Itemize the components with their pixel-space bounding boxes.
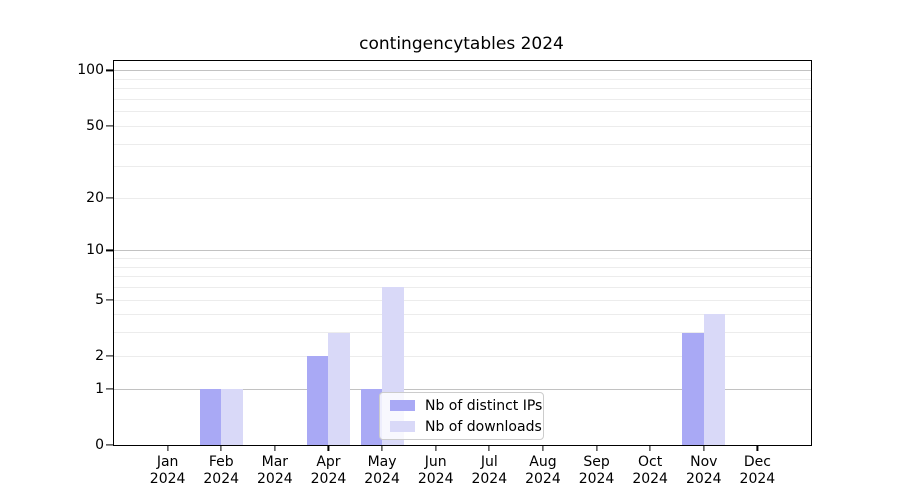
x-tick-month: Jun <box>424 454 447 470</box>
x-tick-mark <box>595 445 598 451</box>
x-tick-month: Feb <box>208 454 234 470</box>
legend-swatch-downloads <box>390 421 415 432</box>
x-tick-year: 2024 <box>632 471 668 487</box>
y-tick-label: 2 <box>95 347 104 364</box>
gridline-minor <box>114 276 811 278</box>
x-tick-label-oct: Oct 2024 <box>615 454 685 488</box>
gridline-minor <box>114 78 811 80</box>
gridline-minor <box>114 287 811 289</box>
y-tick-label: 5 <box>95 291 104 308</box>
x-tick-year: 2024 <box>471 471 508 487</box>
y-tick-label: 0 <box>95 437 104 453</box>
gridline-minor <box>114 88 811 90</box>
gridline-minor <box>114 258 811 260</box>
gridline-minor <box>114 143 811 145</box>
x-tick-mark <box>381 445 383 451</box>
x-tick-mark <box>220 445 222 451</box>
x-tick-mark <box>756 445 758 451</box>
x-tick-month: Aug <box>529 454 557 470</box>
legend-label-downloads: Nb of downloads <box>425 418 542 435</box>
y-tick-mark <box>106 355 114 357</box>
x-tick-mark <box>542 445 544 451</box>
legend-item-distinct-ips: Nb of distinct IPs <box>385 398 542 414</box>
gridline-major <box>114 250 811 252</box>
y-tick-label: 100 <box>77 62 104 79</box>
x-tick-mark <box>435 445 437 451</box>
y-tick-label: 50 <box>86 117 104 134</box>
bar-nb-of-distinct-ips-nov <box>682 332 704 445</box>
legend-swatch-distinct-ips <box>390 400 415 411</box>
gridline-minor <box>114 111 811 113</box>
gridline-major <box>114 70 811 72</box>
y-tick-mark <box>106 388 114 390</box>
x-tick-month: Oct <box>638 454 663 470</box>
x-tick-year: 2024 <box>310 471 347 487</box>
x-tick-year: 2024 <box>578 471 615 487</box>
x-tick-label-feb: Feb 2024 <box>186 454 256 488</box>
x-tick-year: 2024 <box>417 471 454 487</box>
x-tick-month: Mar <box>261 454 289 470</box>
y-tick-label: 20 <box>86 189 104 206</box>
y-tick-mark <box>106 298 114 301</box>
y-tick-mark <box>106 444 114 446</box>
x-tick-label-aug: Aug 2024 <box>508 454 578 488</box>
legend-item-downloads: Nb of downloads <box>385 419 542 435</box>
x-tick-label-apr: Apr 2024 <box>293 454 363 488</box>
bar-nb-of-distinct-ips-apr <box>306 355 329 445</box>
y-tick-mark <box>106 197 114 199</box>
gridline-minor <box>114 197 811 199</box>
x-tick-year: 2024 <box>203 471 240 487</box>
x-tick-year: 2024 <box>685 471 722 487</box>
x-tick-month: Dec <box>743 454 771 470</box>
x-tick-mark <box>703 445 705 451</box>
x-tick-mark <box>274 445 276 451</box>
bar-nb-of-downloads-apr <box>328 332 350 445</box>
y-tick-mark <box>106 125 114 127</box>
gridline-minor <box>114 166 811 168</box>
x-tick-mark <box>649 445 651 451</box>
x-tick-mark <box>327 445 330 451</box>
plot-area: 0 1 2 5 10 20 50 100 Jan 2024 Feb 2024 Mar 2024 Apr 20… <box>77 60 812 487</box>
x-tick-label-mar: Mar 2024 <box>240 454 310 488</box>
x-tick-year: 2024 <box>364 471 400 487</box>
x-tick-month: Nov <box>690 454 718 470</box>
bar-nb-of-distinct-ips-feb <box>199 388 222 445</box>
x-tick-label-may: May 2024 <box>347 454 417 488</box>
gridline-minor <box>114 266 811 268</box>
bar-nb-of-downloads-feb <box>221 388 243 445</box>
x-tick-month: May <box>367 454 397 470</box>
legend-label-distinct-ips: Nb of distinct IPs <box>425 397 543 414</box>
chart-title: contingencytables 2024 <box>359 34 564 54</box>
x-tick-label-dec: Dec 2024 <box>722 454 792 488</box>
x-tick-month: Sep <box>583 454 610 470</box>
gridline-minor <box>114 299 811 301</box>
x-tick-month: Jan <box>156 454 179 470</box>
x-tick-mark <box>488 445 490 451</box>
y-tick-mark <box>106 249 114 251</box>
gridline-minor <box>114 99 811 101</box>
x-tick-year: 2024 <box>525 471 561 487</box>
x-tick-label-jan: Jan 2024 <box>133 454 203 488</box>
bar-nb-of-distinct-ips-may <box>360 388 383 445</box>
x-tick-month: Apr <box>316 454 341 470</box>
x-tick-label-sep: Sep 2024 <box>562 454 632 488</box>
x-tick-label-nov: Nov 2024 <box>669 454 739 488</box>
x-tick-year: 2024 <box>739 471 776 487</box>
x-tick-month: Jul <box>480 454 498 470</box>
gridline-minor <box>114 125 811 127</box>
legend: Nb of distinct IPs Nb of downloads <box>379 392 544 440</box>
x-tick-year: 2024 <box>149 471 186 487</box>
x-tick-label-jul: Jul 2024 <box>454 454 524 488</box>
bar-nb-of-downloads-nov <box>703 314 726 445</box>
x-tick-label-jun: Jun 2024 <box>401 454 471 488</box>
x-tick-mark <box>167 445 169 451</box>
y-tick-label: 1 <box>95 380 104 397</box>
y-tick-label: 10 <box>86 242 104 259</box>
y-tick-mark <box>106 69 114 72</box>
x-tick-year: 2024 <box>257 471 293 487</box>
